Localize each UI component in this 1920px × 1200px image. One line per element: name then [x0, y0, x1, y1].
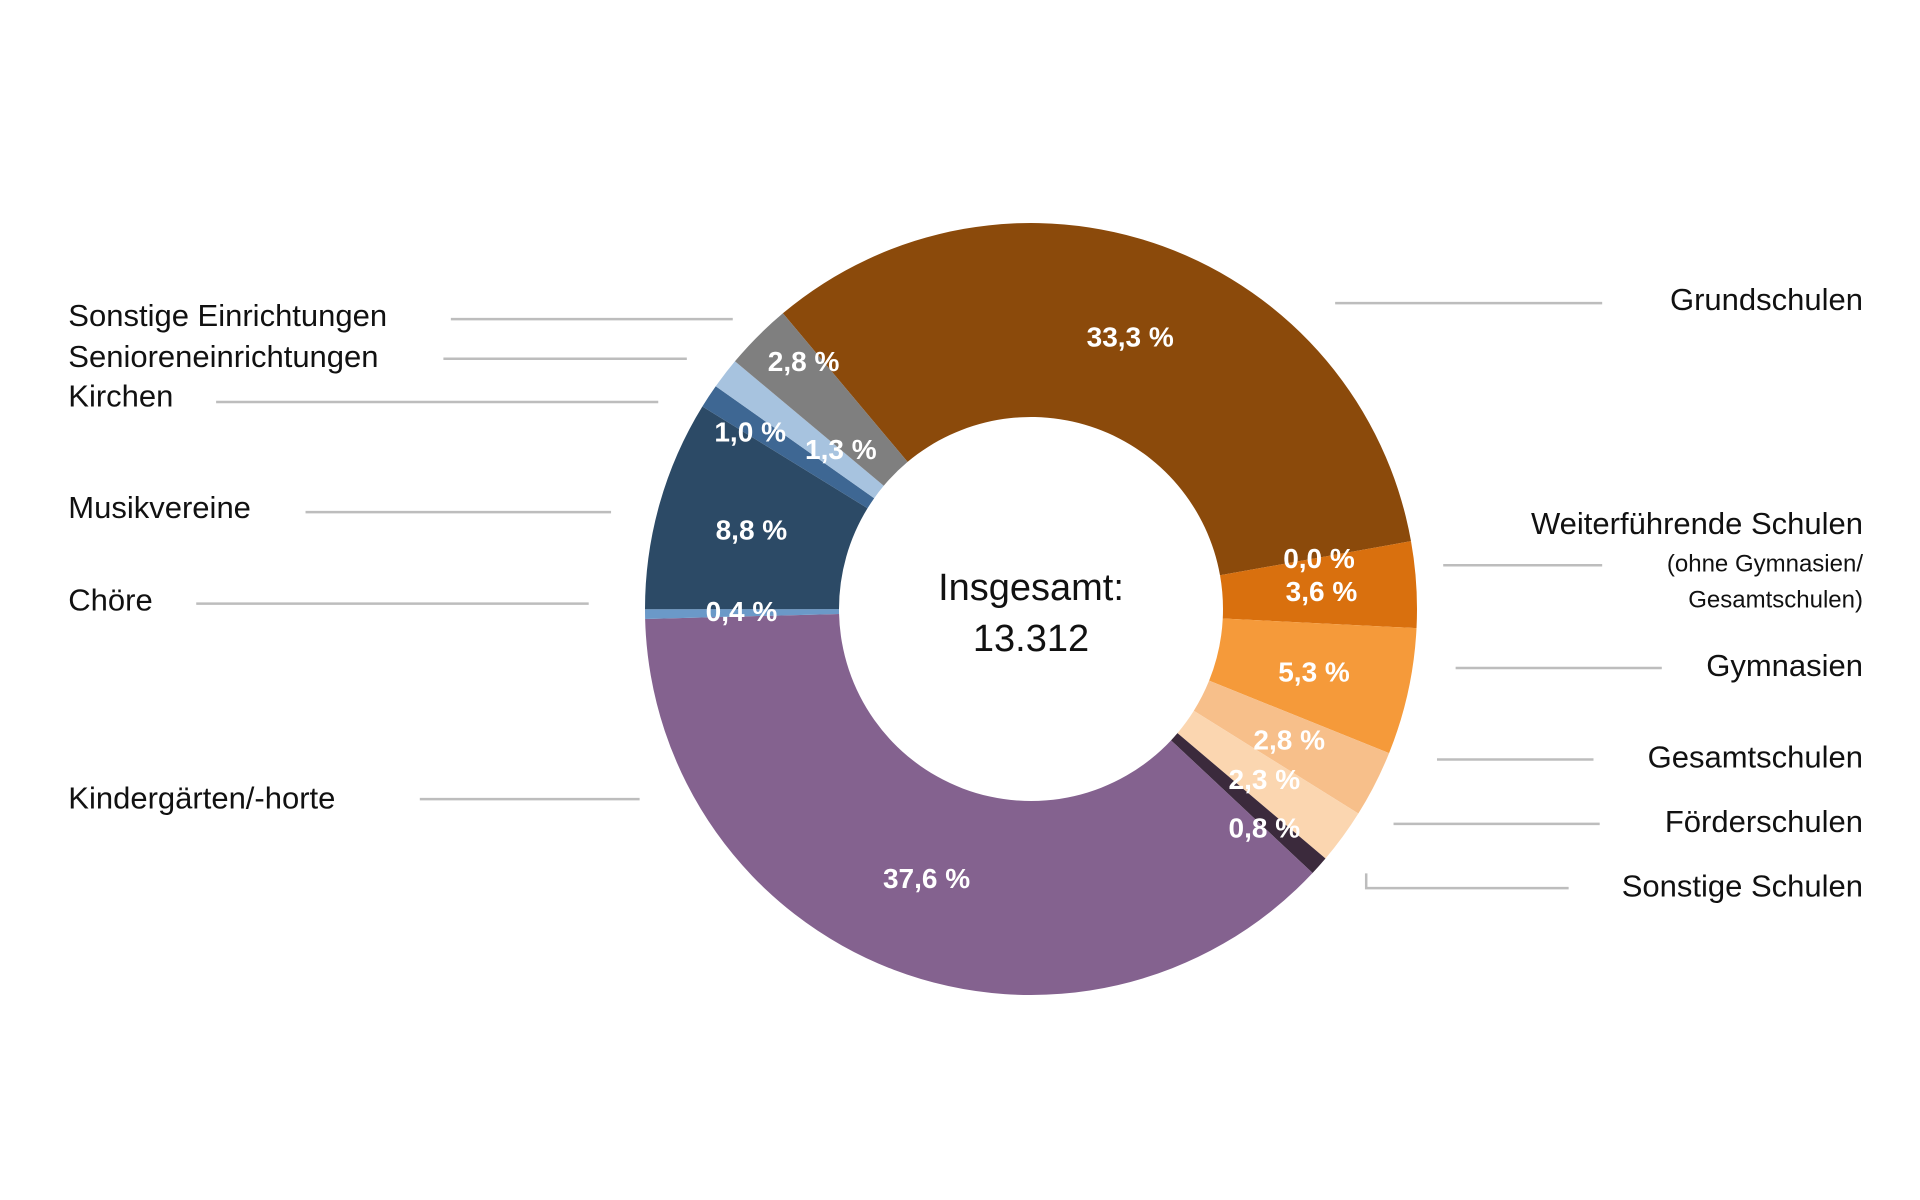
category-note: (ohne Gymnasien/ [1667, 551, 1863, 578]
category-label: Chöre [68, 583, 152, 618]
category-label: Gesamtschulen [1648, 740, 1863, 775]
donut-segment [734, 313, 908, 486]
category-note: Gesamtschulen) [1688, 587, 1863, 614]
donut-segment [702, 386, 875, 509]
value-label: 1,0 % [714, 417, 786, 448]
category-label: Kirchen [68, 379, 173, 414]
donut-segment [1193, 680, 1390, 814]
category-label: Grundschulen [1670, 282, 1863, 317]
donut-segment [782, 222, 1411, 576]
donut-segment [1177, 710, 1359, 859]
category-label: Musikvereine [68, 490, 251, 525]
value-label: 0,0 % [1283, 543, 1355, 574]
donut-segment [645, 406, 868, 610]
donut-segment [1171, 733, 1326, 874]
category-label: Förderschulen [1665, 804, 1863, 839]
donut-segment [645, 613, 1313, 995]
leader-line [1364, 873, 1569, 890]
value-label: 5,3 % [1278, 657, 1350, 688]
donut-segment [1209, 618, 1417, 754]
value-label: 0,4 % [706, 596, 778, 627]
category-label: Kindergärten/-horte [68, 781, 335, 816]
category-label: Weiterführende Schulen [1531, 506, 1863, 541]
value-label: 2,8 % [1253, 725, 1325, 756]
value-label: 8,8 % [716, 514, 788, 545]
value-label: 33,3 % [1087, 321, 1174, 352]
category-label: Sonstige Schulen [1622, 868, 1863, 903]
center-label: Insgesamt: [938, 567, 1124, 609]
value-label: 2,3 % [1229, 764, 1301, 795]
donut-segment [1220, 541, 1417, 629]
value-label: 1,3 % [805, 434, 877, 465]
value-label: 3,6 % [1286, 576, 1358, 607]
center-total: 13.312 [973, 618, 1089, 660]
category-label: Sonstige Einrichtungen [68, 298, 387, 333]
value-label: 0,8 % [1229, 812, 1301, 843]
donut-segment [715, 361, 884, 499]
value-label: 37,6 % [883, 863, 970, 894]
category-label: Senioreneinrichtungen [68, 339, 378, 374]
category-label: Gymnasien [1706, 648, 1863, 683]
donut-segment [645, 609, 840, 619]
value-label: 2,8 % [768, 346, 840, 377]
